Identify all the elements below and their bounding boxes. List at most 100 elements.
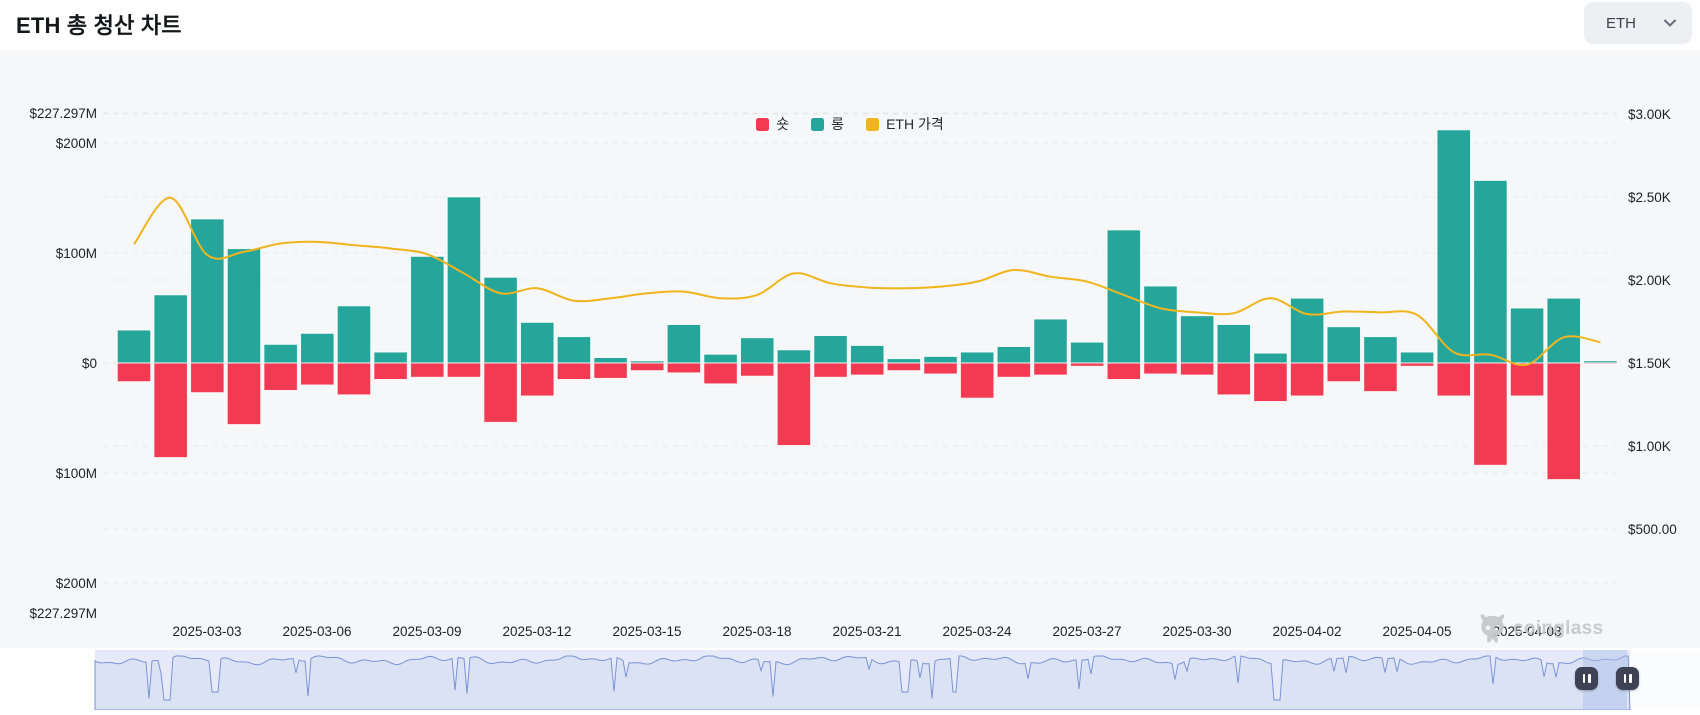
long-liquidation-bar[interactable]: [996, 346, 1032, 364]
short-liquidation-bar[interactable]: [593, 362, 628, 379]
long-liquidation-bar[interactable]: [1253, 352, 1288, 364]
short-liquidation-bar[interactable]: [849, 362, 885, 376]
page-title: ETH 총 청산 차트: [16, 13, 182, 38]
long-liquidation-bar[interactable]: [1473, 179, 1508, 364]
short-liquidation-bar[interactable]: [373, 362, 408, 380]
left-axis-tick: $0: [82, 356, 97, 371]
short-liquidation-bar[interactable]: [959, 362, 995, 399]
short-liquidation-bar[interactable]: [1179, 362, 1215, 376]
short-liquidation-bar[interactable]: [1069, 362, 1105, 367]
long-liquidation-bar[interactable]: [300, 332, 335, 364]
long-liquidation-bar[interactable]: [593, 357, 628, 364]
short-liquidation-bar[interactable]: [410, 362, 445, 378]
short-liquidation-bar[interactable]: [996, 362, 1032, 378]
long-liquidation-bar[interactable]: [1216, 324, 1252, 364]
eth-price-line: [133, 196, 1601, 367]
short-liquidation-bar[interactable]: [1363, 362, 1398, 393]
long-liquidation-bar[interactable]: [226, 248, 262, 364]
legend-item-0[interactable]: 숏: [756, 114, 789, 134]
short-liquidation-bar[interactable]: [703, 362, 738, 385]
long-liquidation-bar[interactable]: [776, 349, 812, 364]
long-liquidation-bar[interactable]: [336, 305, 372, 364]
short-liquidation-bar[interactable]: [190, 362, 225, 394]
long-liquidation-bar[interactable]: [1326, 326, 1362, 364]
short-liquidation-bar[interactable]: [629, 362, 665, 372]
long-liquidation-bar[interactable]: [410, 255, 445, 364]
x-axis-tick: 2025-03-21: [832, 624, 901, 639]
short-liquidation-bar[interactable]: [1326, 362, 1362, 383]
legend-item-2[interactable]: ETH 가격: [866, 114, 944, 134]
long-liquidation-bar[interactable]: [1179, 315, 1215, 364]
navigator-empty-zone: [1630, 650, 1700, 710]
short-liquidation-bar[interactable]: [776, 362, 812, 446]
short-liquidation-bar[interactable]: [263, 362, 298, 391]
navigator-right-handle[interactable]: [1616, 667, 1639, 690]
timeline-navigator[interactable]: [0, 650, 1700, 711]
short-liquidation-bar[interactable]: [226, 362, 262, 426]
long-liquidation-bar[interactable]: [263, 343, 298, 364]
long-liquidation-bar[interactable]: [483, 276, 518, 364]
long-liquidation-bar[interactable]: [1106, 229, 1142, 364]
x-axis-tick: 2025-04-08: [1492, 624, 1561, 639]
left-axis-tick: $100M: [56, 246, 97, 261]
long-liquidation-bar[interactable]: [190, 218, 225, 364]
short-liquidation-bar[interactable]: [1289, 362, 1325, 397]
long-liquidation-bar[interactable]: [959, 351, 995, 364]
short-liquidation-bar[interactable]: [1033, 362, 1068, 376]
legend-label: ETH 가격: [886, 116, 944, 132]
short-liquidation-bar[interactable]: [923, 362, 958, 375]
long-liquidation-bar[interactable]: [886, 358, 922, 364]
short-liquidation-bar[interactable]: [1436, 362, 1472, 397]
short-liquidation-bar[interactable]: [446, 362, 482, 378]
short-liquidation-bar[interactable]: [1106, 362, 1142, 380]
long-liquidation-bar[interactable]: [923, 355, 958, 364]
long-liquidation-bar[interactable]: [153, 294, 188, 364]
long-liquidation-bar[interactable]: [116, 329, 152, 364]
x-axis-tick: 2025-03-27: [1052, 624, 1121, 639]
long-liquidation-bar[interactable]: [1143, 285, 1178, 364]
long-liquidation-bar[interactable]: [1289, 297, 1325, 364]
long-liquidation-bar[interactable]: [520, 321, 555, 364]
long-liquidation-bar[interactable]: [556, 336, 592, 364]
short-liquidation-bar[interactable]: [1583, 362, 1618, 365]
long-liquidation-bar[interactable]: [373, 351, 408, 364]
long-liquidation-bar[interactable]: [1436, 129, 1472, 364]
short-liquidation-bar[interactable]: [520, 362, 555, 397]
long-liquidation-bar[interactable]: [1509, 307, 1545, 364]
left-axis-tick: $200M: [56, 576, 97, 591]
long-liquidation-bar[interactable]: [739, 337, 775, 364]
short-liquidation-bar[interactable]: [116, 362, 152, 383]
long-liquidation-bar[interactable]: [813, 335, 848, 364]
short-liquidation-bar[interactable]: [1143, 362, 1178, 375]
long-liquidation-bar[interactable]: [1033, 318, 1068, 364]
long-liquidation-bar[interactable]: [849, 344, 885, 364]
symbol-dropdown[interactable]: ETH: [1584, 2, 1692, 44]
long-liquidation-bar[interactable]: [1363, 336, 1398, 364]
short-liquidation-bar[interactable]: [886, 362, 922, 372]
long-liquidation-bar[interactable]: [703, 353, 738, 364]
short-liquidation-bar[interactable]: [300, 362, 335, 386]
long-liquidation-bar[interactable]: [1546, 297, 1581, 364]
navigator-minichart[interactable]: [0, 650, 1700, 711]
short-liquidation-bar[interactable]: [153, 362, 188, 459]
long-liquidation-bar[interactable]: [1069, 341, 1105, 364]
short-liquidation-bar[interactable]: [483, 362, 518, 423]
long-liquidation-bar[interactable]: [1399, 351, 1435, 364]
short-liquidation-bar[interactable]: [556, 362, 592, 380]
short-liquidation-bar[interactable]: [666, 362, 702, 374]
short-liquidation-bar[interactable]: [1253, 362, 1288, 402]
short-liquidation-bar[interactable]: [1399, 362, 1435, 367]
x-axis-tick: 2025-04-02: [1272, 624, 1341, 639]
liquidation-chart-plot[interactable]: $227.297M $200M $100M $0 $100M $200M $227.297M…: [0, 88, 1700, 648]
short-liquidation-bar[interactable]: [813, 362, 848, 378]
long-liquidation-bar[interactable]: [666, 324, 702, 364]
short-liquidation-bar[interactable]: [1216, 362, 1252, 396]
short-liquidation-bar[interactable]: [1546, 362, 1581, 481]
navigator-left-handle[interactable]: [1575, 667, 1598, 690]
short-liquidation-bar[interactable]: [1509, 362, 1545, 397]
short-liquidation-bar[interactable]: [1473, 362, 1508, 466]
chart-area: 숏 롱 ETH 가격 $227.297M $200M $100M $0 $100M $200M…: [0, 50, 1700, 648]
legend-item-1[interactable]: 롱: [811, 114, 844, 134]
short-liquidation-bar[interactable]: [739, 362, 775, 377]
short-liquidation-bar[interactable]: [336, 362, 372, 396]
